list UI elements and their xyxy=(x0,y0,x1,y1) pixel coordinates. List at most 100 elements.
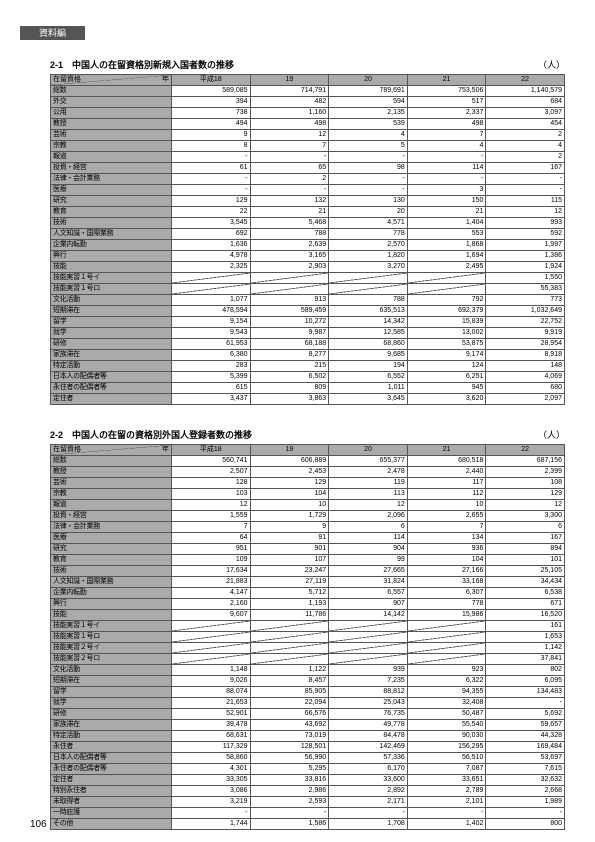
cell xyxy=(250,632,329,643)
cell: 50,487 xyxy=(407,709,486,720)
table-row: 技能実習１号イ1,550 xyxy=(51,273,565,284)
cell: 59,657 xyxy=(486,720,565,731)
table-row: 芸術912472 xyxy=(51,130,565,141)
table-row: 教育2221202112 xyxy=(51,207,565,218)
cell: 7 xyxy=(171,522,250,533)
cell: 108 xyxy=(486,478,565,489)
cell xyxy=(329,621,408,632)
cell: 1,402 xyxy=(407,819,486,830)
cell: 1,636 xyxy=(171,240,250,251)
cell: 16,520 xyxy=(486,610,565,621)
table-row: 企業内転勤4,1475,7126,5576,3076,538 xyxy=(51,588,565,599)
row-label: 留学 xyxy=(51,317,172,328)
cell: 680,518 xyxy=(407,456,486,467)
cell: 478,594 xyxy=(171,306,250,317)
cell: 117 xyxy=(407,478,486,489)
table-row: 研修52,90166,57676,73550,4875,692 xyxy=(51,709,565,720)
table-row: 技術3,5455,4684,5711,404993 xyxy=(51,218,565,229)
cell: 2,135 xyxy=(329,108,408,119)
row-label: 定住者 xyxy=(51,775,172,786)
cell: 5,399 xyxy=(171,372,250,383)
cell: 11,786 xyxy=(250,610,329,621)
cell: 88,074 xyxy=(171,687,250,698)
table-row: 興行4,9783,1651,8201,6941,386 xyxy=(51,251,565,262)
cell: 394 xyxy=(171,97,250,108)
cell: 68,631 xyxy=(171,731,250,742)
cell: 124 xyxy=(407,361,486,372)
cell: 68,860 xyxy=(329,339,408,350)
cell: 655,377 xyxy=(329,456,408,467)
cell: 32,408 xyxy=(407,698,486,709)
cell: 2,101 xyxy=(407,797,486,808)
cell: 25,043 xyxy=(329,698,408,709)
cell: - xyxy=(486,185,565,196)
cell: 5,712 xyxy=(250,588,329,599)
cell xyxy=(250,654,329,665)
cell xyxy=(407,621,486,632)
cell: 4,571 xyxy=(329,218,408,229)
cell: 104 xyxy=(407,555,486,566)
cell: 1,011 xyxy=(329,383,408,394)
cell: 6,380 xyxy=(171,350,250,361)
cell: 2,668 xyxy=(486,786,565,797)
row-label: 総数 xyxy=(51,86,172,97)
row-label: 特別永住者 xyxy=(51,786,172,797)
row-label: 研究 xyxy=(51,544,172,555)
cell: 10,272 xyxy=(250,317,329,328)
row-label: 法律・会計業務 xyxy=(51,522,172,533)
cell: 1,386 xyxy=(486,251,565,262)
cell: 913 xyxy=(250,295,329,306)
row-label: 教授 xyxy=(51,119,172,130)
cell: 21,653 xyxy=(171,698,250,709)
cell: 792 xyxy=(407,295,486,306)
cell: 589,085 xyxy=(171,86,250,97)
cell: 156,295 xyxy=(407,742,486,753)
cell: 594 xyxy=(329,97,408,108)
cell: 2,325 xyxy=(171,262,250,273)
cell xyxy=(171,654,250,665)
table-row: 技能2,3252,9033,2702,4951,924 xyxy=(51,262,565,273)
cell xyxy=(171,273,250,284)
cell xyxy=(407,654,486,665)
cell xyxy=(329,632,408,643)
cell: 58,860 xyxy=(171,753,250,764)
cell: 94,355 xyxy=(407,687,486,698)
cell: 33,651 xyxy=(407,775,486,786)
cell: 1,122 xyxy=(250,665,329,676)
cell: - xyxy=(329,185,408,196)
cell: 33,168 xyxy=(407,577,486,588)
year-header: 19 xyxy=(250,75,329,86)
row-label: 特定活動 xyxy=(51,361,172,372)
cell xyxy=(171,643,250,654)
row-label: 報道 xyxy=(51,500,172,511)
cell: 68,188 xyxy=(250,339,329,350)
cell xyxy=(407,643,486,654)
year-header: 21 xyxy=(407,75,486,86)
row-label: 宗教 xyxy=(51,141,172,152)
cell: 1,404 xyxy=(407,218,486,229)
cell: 39,478 xyxy=(171,720,250,731)
row-label: 教育 xyxy=(51,555,172,566)
page-number: 106 xyxy=(30,819,47,830)
cell: 5 xyxy=(329,141,408,152)
cell: 167 xyxy=(486,163,565,174)
table-row: 技能9,60711,78614,14215,98616,520 xyxy=(51,610,565,621)
cell: 8,457 xyxy=(250,676,329,687)
cell: 7,087 xyxy=(407,764,486,775)
cell: 9 xyxy=(171,130,250,141)
cell: 809 xyxy=(250,383,329,394)
cell: 7 xyxy=(250,141,329,152)
cell: 1,820 xyxy=(329,251,408,262)
table-row: 一時庇護----- xyxy=(51,808,565,819)
cell: 103 xyxy=(171,489,250,500)
cell: 2,593 xyxy=(250,797,329,808)
cell: 14,142 xyxy=(329,610,408,621)
cell: 55,383 xyxy=(486,284,565,295)
cell: 91 xyxy=(250,533,329,544)
row-label: 教授 xyxy=(51,467,172,478)
cell: 907 xyxy=(329,599,408,610)
cell: 12 xyxy=(171,500,250,511)
cell: - xyxy=(250,152,329,163)
cell: 33,600 xyxy=(329,775,408,786)
cell: 129 xyxy=(171,196,250,207)
